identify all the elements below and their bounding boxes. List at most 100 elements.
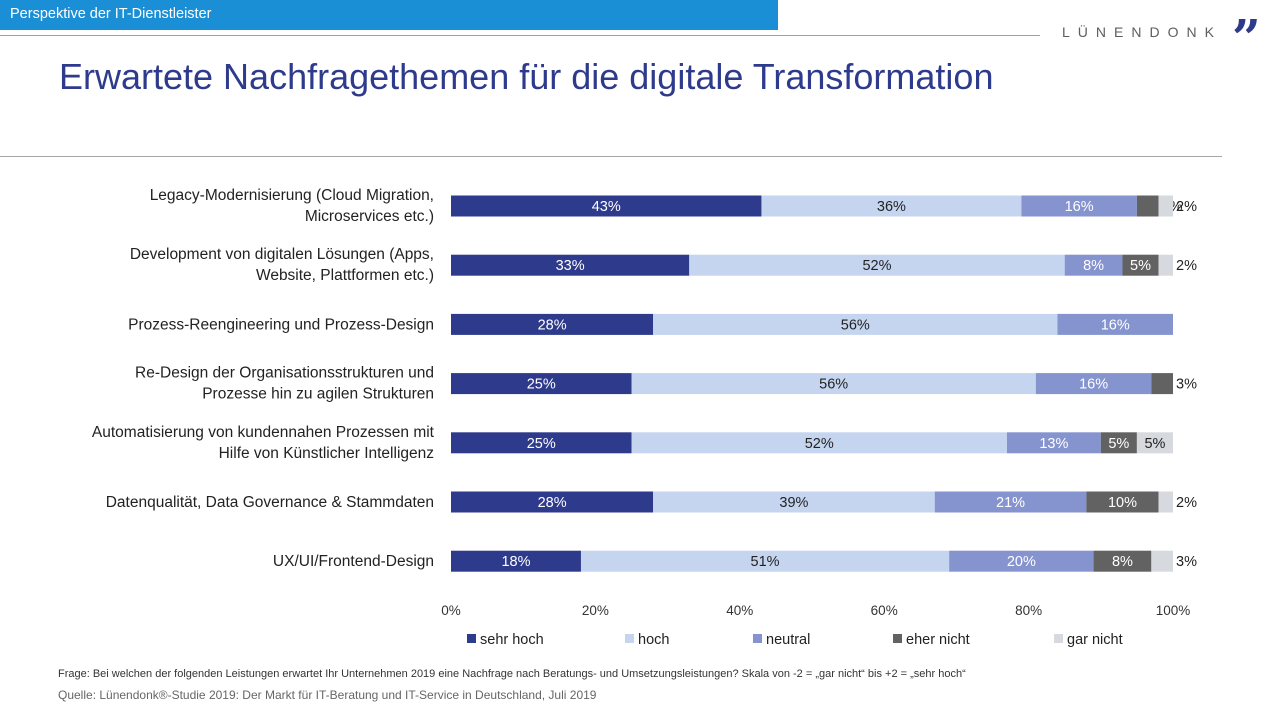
data-label: 56% bbox=[819, 377, 848, 393]
data-label: 43% bbox=[592, 199, 621, 215]
bar-segment-hoch bbox=[631, 373, 1036, 395]
section-header-bar: Perspektive der IT-Dienstleister bbox=[0, 0, 778, 30]
source-note: Quelle: Lünendonk®-Studie 2019: Der Mark… bbox=[58, 688, 597, 702]
bar-segment-gar-nicht bbox=[1158, 254, 1173, 276]
bar-segment-hoch bbox=[761, 195, 1022, 217]
bar-segment-sehr-hoch bbox=[451, 373, 632, 395]
category-label: Development von digitalen Lösungen (Apps… bbox=[130, 246, 434, 284]
bar-segment-hoch bbox=[580, 550, 950, 572]
bar-segment-gar-nicht bbox=[1158, 195, 1173, 217]
data-label: 8% bbox=[1083, 258, 1104, 274]
bar-segment-gar-nicht bbox=[1158, 491, 1173, 513]
data-label: 16% bbox=[1101, 317, 1130, 333]
data-label: 56% bbox=[841, 317, 870, 333]
bar-segment-sehr-hoch bbox=[451, 313, 654, 335]
bar-segment-eher-nicht bbox=[1136, 195, 1159, 217]
bar-segment-eher-nicht bbox=[1151, 373, 1173, 395]
data-label: 16% bbox=[1065, 199, 1094, 215]
bar-segment-hoch bbox=[653, 491, 935, 513]
category-label: Datenqualität, Data Governance & Stammda… bbox=[106, 494, 434, 511]
bar-segment-eher-nicht bbox=[1086, 491, 1159, 513]
survey-question-note: Frage: Bei welchen der folgenden Leistun… bbox=[58, 668, 966, 680]
bar-segment-hoch bbox=[689, 254, 1065, 276]
x-tick-label: 100% bbox=[1156, 603, 1191, 618]
data-label: 2% bbox=[1176, 258, 1197, 274]
data-label: 5% bbox=[1144, 436, 1165, 452]
x-tick-label: 60% bbox=[871, 603, 898, 618]
bar-segment-neutral bbox=[949, 550, 1094, 572]
bar-segment-gar-nicht bbox=[1151, 550, 1173, 572]
bar-segment-neutral bbox=[1064, 254, 1123, 276]
bar-segment-neutral bbox=[1021, 195, 1137, 217]
legend-label: hoch bbox=[638, 632, 669, 648]
bar-segment-sehr-hoch bbox=[451, 491, 654, 513]
legend-swatch bbox=[893, 634, 902, 643]
legend-swatch bbox=[467, 634, 476, 643]
data-label: 5% bbox=[1130, 258, 1151, 274]
x-tick-label: 80% bbox=[1015, 603, 1042, 618]
data-label: 2% bbox=[1176, 199, 1197, 215]
bar-segment-eher-nicht bbox=[1122, 254, 1159, 276]
category-label-line: Re-Design der Organisationsstrukturen un… bbox=[135, 365, 434, 382]
brand-logo-text: LÜNENDONK bbox=[1062, 24, 1222, 40]
category-label: UX/UI/Frontend-Design bbox=[273, 553, 434, 570]
bar-segment-hoch bbox=[631, 432, 1007, 454]
bar-segment-sehr-hoch bbox=[451, 195, 762, 217]
data-label: 52% bbox=[862, 258, 891, 274]
x-tick-label: 40% bbox=[726, 603, 753, 618]
bar-segment-eher-nicht bbox=[1100, 432, 1137, 454]
category-label-line: Microservices etc.) bbox=[305, 208, 434, 225]
bar-segment-hoch bbox=[653, 313, 1058, 335]
data-label: 20% bbox=[1007, 554, 1036, 570]
brand-logo-quote-icon: ” bbox=[1232, 8, 1261, 67]
bar-segment-eher-nicht bbox=[1093, 550, 1152, 572]
data-label: 5% bbox=[1108, 436, 1129, 452]
legend-label: neutral bbox=[766, 632, 810, 648]
category-label: Re-Design der Organisationsstrukturen un… bbox=[135, 365, 434, 403]
data-label: 52% bbox=[805, 436, 834, 452]
bar-segment-sehr-hoch bbox=[451, 550, 581, 572]
legend-swatch bbox=[753, 634, 762, 643]
data-label: 36% bbox=[877, 199, 906, 215]
category-label-line: Automatisierung von kundennahen Prozesse… bbox=[92, 424, 435, 441]
title-divider bbox=[0, 156, 1222, 157]
data-label: 51% bbox=[751, 554, 780, 570]
stacked-bar-chart: Legacy-Modernisierung (Cloud Migration, M… bbox=[92, 187, 1197, 648]
data-label: 21% bbox=[996, 495, 1025, 511]
section-label: Perspektive der IT-Dienstleister bbox=[10, 6, 212, 22]
data-label: 8% bbox=[1112, 554, 1133, 570]
category-label-line: Website, Plattformen etc.) bbox=[256, 267, 434, 284]
category-label: Legacy-Modernisierung (Cloud Migration, M… bbox=[150, 187, 434, 225]
bar-segment-neutral bbox=[934, 491, 1087, 513]
data-label: 28% bbox=[538, 317, 567, 333]
data-label: 10% bbox=[1108, 495, 1137, 511]
data-label: 13% bbox=[1039, 436, 1068, 452]
category-label-line: Development von digitalen Lösungen (Apps… bbox=[130, 246, 434, 263]
legend-swatch bbox=[1054, 634, 1063, 643]
legend-label: gar nicht bbox=[1067, 632, 1123, 648]
legend-label: eher nicht bbox=[906, 632, 970, 648]
bar-segment-neutral bbox=[1057, 313, 1173, 335]
header-divider bbox=[0, 35, 1040, 36]
data-label: 18% bbox=[501, 554, 530, 570]
bar-segment-neutral bbox=[1035, 373, 1152, 395]
data-label: 39% bbox=[779, 495, 808, 511]
bar-segment-sehr-hoch bbox=[451, 254, 690, 276]
category-label-line: Hilfe von Künstlicher Intelligenz bbox=[219, 445, 434, 462]
legend-swatch bbox=[625, 634, 634, 643]
bar-segment-sehr-hoch bbox=[451, 432, 632, 454]
page-title: Erwartete Nachfragethemen für die digita… bbox=[59, 56, 994, 97]
category-label: Prozess-Reengineering und Prozess-Design bbox=[128, 316, 434, 333]
category-label-line: Legacy-Modernisierung (Cloud Migration, bbox=[150, 187, 434, 204]
category-label: Automatisierung von kundennahen Prozesse… bbox=[92, 424, 435, 462]
x-tick-label: 20% bbox=[582, 603, 609, 618]
data-label: 25% bbox=[527, 436, 556, 452]
data-label: 25% bbox=[527, 377, 556, 393]
data-label: 3% bbox=[1176, 377, 1197, 393]
data-label: 16% bbox=[1079, 377, 1108, 393]
legend-label: sehr hoch bbox=[480, 632, 544, 648]
bar-segment-neutral bbox=[1006, 432, 1101, 454]
category-label-line: Prozesse hin zu agilen Strukturen bbox=[202, 386, 434, 403]
data-label: 2% bbox=[1176, 495, 1197, 511]
x-tick-label: 0% bbox=[441, 603, 461, 618]
